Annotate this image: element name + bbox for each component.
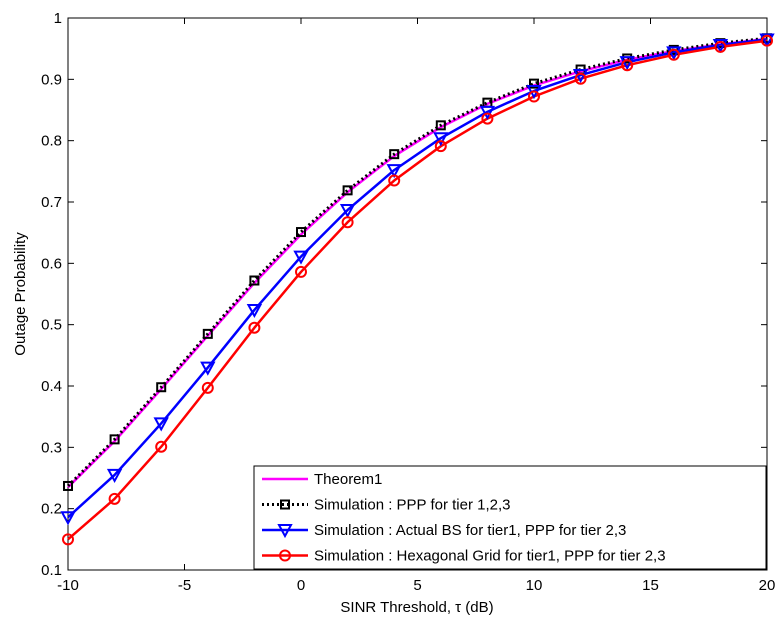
x-tick-label: 5 [413,577,421,594]
y-tick-label: 1 [54,10,62,27]
series-markers [60,33,775,546]
series-line-sim-hexagonal [67,39,768,541]
legend-marker-sim-ppp [280,499,290,510]
data-point-sim-hexagonal [574,72,587,85]
data-point-sim-actual-bs [433,132,449,147]
data-point-sim-ppp [296,227,306,238]
y-tick-label: 0.7 [41,194,62,211]
data-point-sim-actual-bs [293,250,309,265]
data-point-sim-ppp [342,185,353,196]
y-tick-label: 0.1 [41,562,62,579]
legend-marker-sim-actual-bs [277,524,293,539]
data-point-sim-actual-bs [712,38,729,54]
data-point-sim-hexagonal [621,59,634,72]
legend-label-sim-actual-bs: Simulation : Actual BS for tier1, PPP fo… [314,522,626,539]
data-point-sim-hexagonal [108,492,121,505]
series-line-theorem1 [67,37,768,489]
data-point-sim-actual-bs [153,417,169,432]
data-point-sim-ppp [156,382,167,393]
x-tick-label: 0 [297,577,305,594]
legend: Theorem1 Simulation : PPP for tier 1,2,3 S… [253,465,767,570]
tick-labels: -10 -5 0 5 10 15 20 0.1 0.2 0.3 0.4 0.5 0.6 0.7 0.8 0.9… [41,10,775,594]
data-point-sim-actual-bs [759,33,775,48]
series-lines [66,36,768,541]
data-point-sim-hexagonal [248,321,261,334]
data-point-sim-actual-bs [479,105,496,120]
data-point-sim-actual-bs [339,203,356,219]
series-line-sim-actual-bs [67,38,768,519]
y-tick-label: 0.8 [41,133,62,150]
data-point-sim-hexagonal [434,140,447,153]
data-point-sim-ppp [109,434,120,445]
data-point-sim-hexagonal [201,381,214,394]
legend-label-sim-hexagonal: Simulation : Hexagonal Grid for tier1, P… [314,548,666,565]
legend-box [253,465,767,570]
data-point-sim-actual-bs [200,361,216,376]
legend-marker-sim-hexagonal [279,549,291,562]
data-point-sim-actual-bs [106,468,123,484]
x-tick-label: 10 [526,577,543,594]
data-point-sim-actual-bs [246,303,263,319]
legend-label-sim-ppp: Simulation : PPP for tier 1,2,3 [314,497,511,514]
data-point-sim-hexagonal [714,40,727,53]
data-point-sim-hexagonal [341,216,354,229]
data-point-sim-actual-bs [666,46,682,61]
data-point-sim-hexagonal [62,533,74,546]
y-tick-label: 0.6 [41,255,62,272]
y-tick-label: 0.4 [41,378,62,395]
data-point-sim-hexagonal [481,112,494,125]
x-tick-label: 20 [759,577,776,594]
data-point-sim-hexagonal [295,265,307,278]
data-point-sim-ppp [622,53,633,64]
data-point-sim-ppp [249,275,260,286]
x-axis-label: SINR Threshold, τ (dB) [340,599,493,616]
data-point-sim-ppp [389,149,400,160]
y-tick-label: 0.2 [41,501,62,518]
data-point-sim-hexagonal [528,90,540,103]
data-point-sim-actual-bs [60,511,76,526]
y-axis-label: Outage Probability [12,232,29,356]
x-tick-label: 15 [642,577,659,594]
data-point-sim-hexagonal [388,174,401,187]
data-point-sim-hexagonal [155,440,168,453]
data-point-sim-ppp [63,480,73,491]
data-point-sim-actual-bs [386,164,402,179]
x-tick-label: -5 [178,577,191,594]
series-line-sim-ppp [66,36,768,488]
legend-label-theorem1: Theorem1 [314,471,382,488]
x-tick-label: -10 [57,577,79,594]
y-tick-label: 0.9 [41,71,62,88]
data-point-sim-hexagonal [667,48,680,61]
data-point-sim-ppp [202,328,213,339]
data-point-sim-hexagonal [761,34,773,47]
data-point-sim-actual-bs [619,56,635,71]
data-point-sim-ppp [435,120,446,131]
y-tick-label: 0.3 [41,439,62,456]
data-point-sim-ppp [529,78,539,89]
y-tick-label: 0.5 [41,317,62,334]
